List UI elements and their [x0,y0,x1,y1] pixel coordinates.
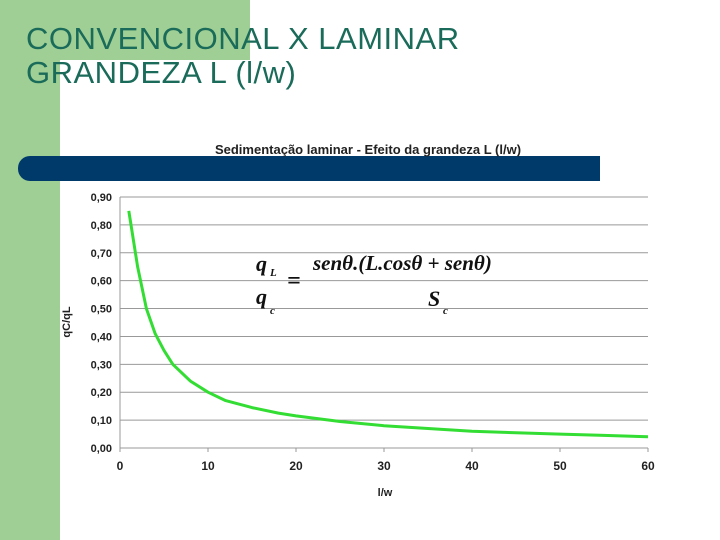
slide-title-line-2: GRANDEZA L (l/w) [26,55,297,90]
y-tick-label: 0,00 [91,443,112,455]
y-tick-label: 0,80 [91,220,112,232]
formula-lhs-denominator: q [256,284,267,309]
top-decor-band [60,0,250,60]
y-tick-label: 0,50 [91,304,112,316]
y-tick-label: 0,10 [91,415,112,427]
x-tick-label: 10 [201,459,215,473]
divider-bar [18,156,600,181]
x-tick-label: 60 [641,459,655,473]
left-decor-band [0,0,60,540]
y-tick-label: 0,70 [91,248,112,260]
y-axis-ticks: 0,00 0,10 0,20 0,30 0,40 0,50 0,60 0,70 0,80 0,90 [91,192,112,455]
formula-lhs-denominator-sub: c [270,305,275,317]
x-axis-label: l/w [378,487,393,499]
y-tick-label: 0,40 [91,331,112,343]
x-tick-label: 20 [289,459,303,473]
chart-gridlines [119,196,648,452]
x-axis-ticks: 0 10 20 30 40 50 60 [117,448,655,473]
formula: q L q c = senθ.(L.cosθ + senθ) S c [256,251,492,317]
chart-title: Sedimentação laminar - Efeito da grandez… [215,142,521,157]
series-curve [127,210,649,439]
formula-equals: = [287,268,301,294]
y-tick-label: 0,90 [91,192,112,204]
chart-panel [60,130,660,500]
formula-lhs-numerator: q [256,251,267,276]
y-tick-label: 0,30 [91,359,112,371]
slide-title-line-1: CONVENCIONAL X LAMINAR [26,21,460,56]
x-tick-label: 50 [553,459,567,473]
y-tick-label: 0,20 [91,387,112,399]
x-tick-label: 0 [117,459,124,473]
formula-rhs-numerator: senθ.(L.cosθ + senθ) [312,251,492,275]
x-tick-label: 30 [377,459,391,473]
y-tick-label: 0,60 [91,276,112,288]
slide-title: CONVENCIONAL X LAMINAR GRANDEZA L (l/w) [26,22,460,90]
formula-rhs-denominator: S [428,286,440,311]
y-axis-label: qC/qL [61,306,73,337]
x-tick-label: 40 [465,459,479,473]
formula-lhs-numerator-sub: L [269,267,277,279]
formula-rhs-denominator-sub: c [443,305,448,317]
